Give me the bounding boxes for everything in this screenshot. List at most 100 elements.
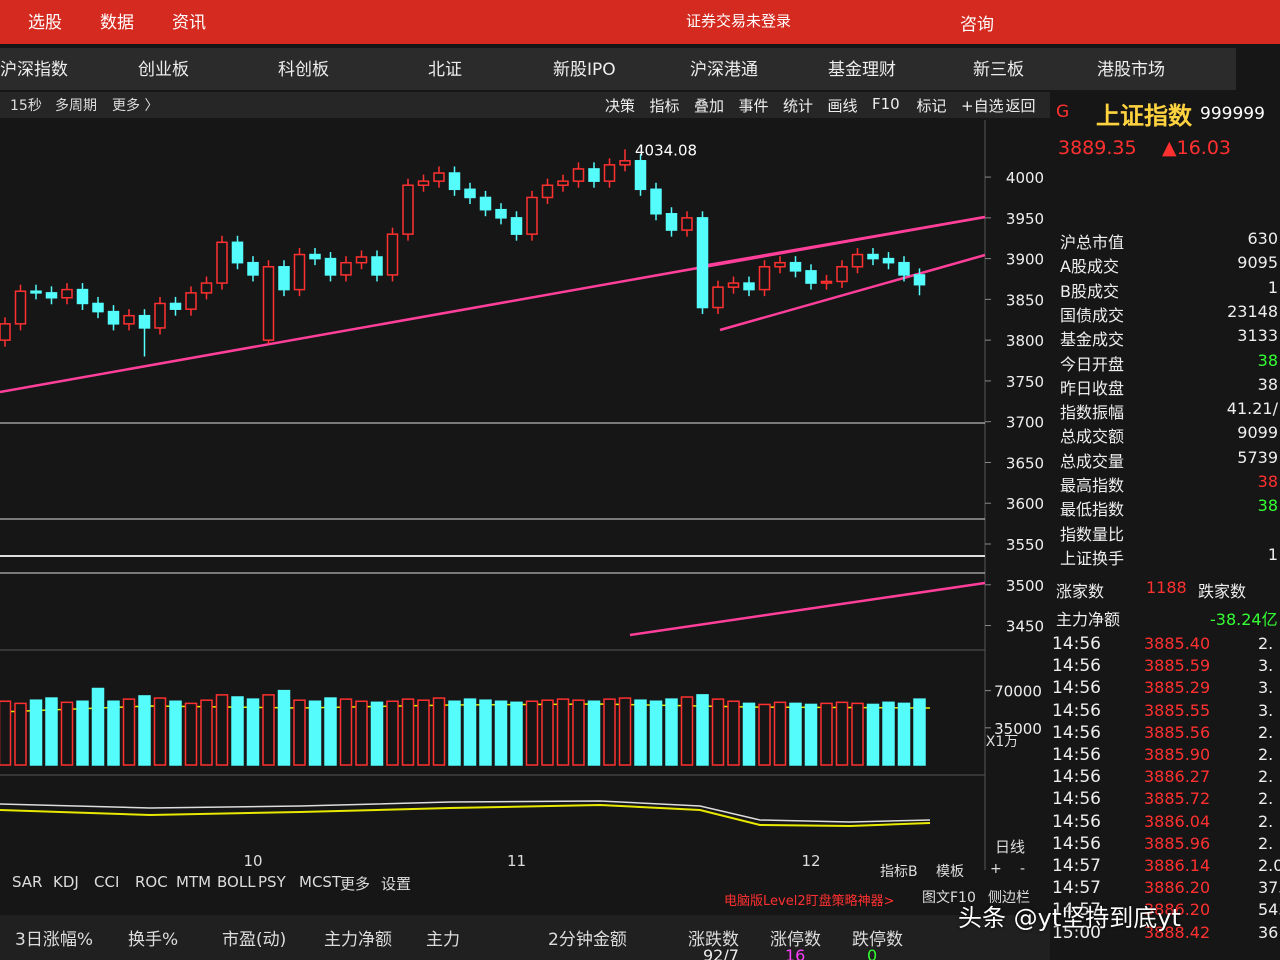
indicator-tab[interactable]: 设置 (381, 875, 412, 893)
indicator-tab[interactable]: PSY (258, 873, 286, 891)
consult-button[interactable]: 咨询 (960, 15, 994, 35)
period-button[interactable]: 更多 〉 (112, 98, 159, 114)
trade-volume: 2. (1258, 634, 1274, 653)
column-value: 0 (867, 946, 878, 960)
volume-bar (324, 697, 337, 766)
candle-body (774, 261, 786, 268)
candle-body (867, 253, 879, 260)
column-header: 市盈(动) (222, 930, 287, 950)
net: -38.24亿 (1210, 610, 1278, 629)
volume-bar (618, 697, 632, 766)
indicator-tab[interactable]: 更多 (340, 875, 371, 893)
volume-bar (727, 700, 740, 766)
tool-button[interactable]: 统计 (783, 97, 814, 115)
trade-price: 3885.56 (1144, 722, 1211, 742)
tab[interactable]: 基金理财 (828, 60, 896, 80)
y-tick-label: 3450 (1006, 618, 1044, 636)
tool-button[interactable]: 画线 (827, 97, 858, 115)
trade-volume: 36 (1258, 922, 1279, 942)
trade-volume: 2. (1258, 811, 1274, 831)
indicator-tab[interactable]: SAR (12, 873, 43, 891)
quote-label: 沪总市值 (1060, 233, 1125, 252)
price: 3889.35 (1058, 137, 1137, 159)
candle-body (712, 286, 724, 309)
tab[interactable]: 新股IPO (553, 60, 616, 80)
volume-bar (45, 697, 58, 766)
quote-value: 630 (1247, 229, 1278, 248)
volume-bar (293, 699, 306, 766)
indicator-tab[interactable]: BOLL (217, 873, 256, 891)
tool-button[interactable]: F10 (872, 95, 900, 113)
candle-body (681, 217, 693, 231)
tool-bar (0, 92, 1050, 118)
candle-body (836, 266, 848, 283)
quote-value: 9099 (1237, 423, 1278, 443)
tab[interactable]: 港股市场 (1097, 60, 1165, 80)
menu-item[interactable]: 选股 (28, 13, 62, 33)
indicator-tab[interactable]: MCST (299, 873, 342, 891)
tab[interactable]: 科创板 (278, 60, 329, 80)
candle-body (14, 290, 27, 325)
tool-button[interactable]: 返回 (1005, 97, 1036, 115)
candle-body (433, 172, 445, 182)
trend-line (707, 215, 986, 267)
volume-bar (401, 698, 415, 766)
tab-bar (0, 48, 1236, 90)
trade-time: 14:56 (1052, 634, 1101, 654)
indicator-tab[interactable]: CCI (94, 873, 120, 891)
volume-bar (556, 698, 570, 766)
volume-bar (308, 700, 322, 766)
promo[interactable]: 电脑版Level2盯盘策略神器> (724, 894, 895, 909)
tab[interactable]: 新三板 (973, 60, 1024, 80)
trade-time: 14:56 (1052, 767, 1101, 788)
tab[interactable]: 创业板 (138, 60, 189, 80)
volume-bar (494, 700, 508, 766)
quote-value: 38 (1257, 374, 1278, 394)
volume-bar (789, 702, 802, 766)
indicator-tool[interactable]: 模板 (936, 864, 964, 880)
menu-item[interactable]: 资讯 (172, 13, 206, 33)
side-button[interactable]: 图文F10 (922, 890, 976, 906)
x-tick-label: 10 (243, 852, 262, 870)
side-button[interactable]: 侧边栏 (988, 890, 1030, 906)
tool-button[interactable]: 事件 (738, 97, 769, 115)
menu-item[interactable]: 数据 (100, 13, 134, 33)
candle-body (634, 160, 647, 191)
tab[interactable]: 北证 (428, 60, 462, 80)
candle-body (123, 314, 135, 325)
period-button[interactable]: 15秒 (10, 98, 42, 114)
tool-button[interactable]: 指标 (649, 97, 680, 115)
volume-bar (215, 694, 229, 766)
y-tick-label: 3700 (1006, 414, 1044, 432)
quote-label: B股成交 (1060, 281, 1119, 301)
candle-body (371, 256, 383, 276)
indicator-tab[interactable]: KDJ (53, 873, 79, 891)
quote-value: 3133 (1237, 326, 1278, 346)
tool-button[interactable]: 叠加 (694, 97, 725, 115)
trade-volume: 3. (1258, 678, 1274, 698)
tool-button[interactable]: 决策 (605, 97, 636, 115)
candle-body (0, 323, 11, 341)
tab[interactable]: 沪深港通 (690, 60, 758, 80)
volume-bar (820, 702, 833, 766)
candle-body (30, 290, 42, 294)
volume-bar (200, 699, 213, 766)
candle-body (231, 241, 244, 264)
tool-button[interactable]: 标记 (916, 97, 947, 115)
tool-button[interactable]: +自选 (961, 97, 1004, 115)
candle-body (417, 180, 430, 186)
period-label: 日线 (995, 838, 1025, 856)
trade-price: 3885.96 (1144, 833, 1211, 853)
quote-label: 昨日收盘 (1060, 378, 1125, 398)
volume-bar (370, 701, 384, 766)
indicator-tool[interactable]: + (990, 861, 1002, 877)
indicator-tool[interactable]: - (1020, 861, 1026, 877)
indicator-tab[interactable]: ROC (135, 873, 168, 891)
indicator-tab[interactable]: MTM (176, 873, 212, 891)
indicator-tool[interactable]: 指标B (880, 864, 918, 880)
trade-volume: 2. (1258, 767, 1274, 787)
volume-bar (60, 701, 74, 766)
candle-body (76, 288, 89, 305)
tab[interactable]: 沪深指数 (0, 60, 68, 80)
period-button[interactable]: 多周期 (55, 98, 97, 114)
